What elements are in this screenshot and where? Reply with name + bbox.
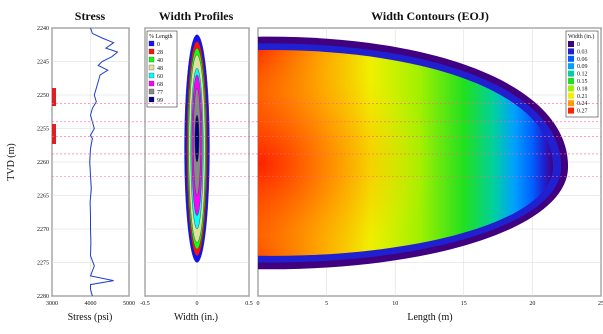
legend-label: 48 <box>157 66 163 72</box>
x-axis-ticks: 3000 4000 5000 -0.5 0 0.5 0 5 10 15 20 25 <box>46 301 603 307</box>
stress-title: Stress <box>75 9 106 23</box>
width-contours-legend-title: Width (in.) <box>568 33 594 40</box>
perforation-marker-2 <box>52 124 56 144</box>
legend-swatch <box>568 63 574 70</box>
legend-swatch <box>148 88 155 95</box>
legend-label: 0.03 <box>577 49 588 55</box>
tvd-tick-label: 2260 <box>37 160 49 166</box>
x-tick-label: 20 <box>529 301 535 307</box>
tvd-tick-label: 2250 <box>37 93 49 99</box>
zone-boundary-lines <box>52 103 601 178</box>
legend-label: 0.06 <box>577 57 588 63</box>
width-profiles-legend: % Length 0 28 40 48 60 68 77 99 <box>146 30 178 108</box>
tvd-tick-label: 2270 <box>37 227 49 233</box>
width-contours-title: Width Contours (EOJ) <box>371 9 489 23</box>
legend-label: 0.24 <box>577 101 588 107</box>
legend-swatch <box>568 48 574 55</box>
tvd-tick-label: 2245 <box>37 60 49 66</box>
length-xlabel: Length (m) <box>407 312 452 323</box>
legend-label: 0.27 <box>577 109 588 115</box>
x-tick-label: 5000 <box>123 301 135 307</box>
perforation-marker-1 <box>52 88 56 106</box>
fracture-core <box>258 50 553 256</box>
legend-label: 0.15 <box>577 79 588 85</box>
legend-label: 0.21 <box>577 94 588 100</box>
width-profile-99 <box>194 114 200 163</box>
legend-label: 0.18 <box>577 86 588 92</box>
legend-swatch <box>568 92 574 99</box>
tvd-tick-label: 2255 <box>37 127 49 133</box>
width-profiles-legend-title: % Length <box>149 34 173 40</box>
x-tick-label: 25 <box>598 301 603 307</box>
x-tick-label: 0.5 <box>245 301 253 307</box>
width-contours-legend: Width (in.) 00.03 0.060.09 0.120.150.18 0.2… <box>565 30 599 118</box>
x-tick-label: 4000 <box>85 301 97 307</box>
legend-label: 40 <box>157 58 163 64</box>
width-profile-ellipses <box>184 34 210 263</box>
legend-swatch <box>148 72 155 79</box>
legend-swatch <box>148 48 155 55</box>
x-tick-label: -0.5 <box>140 301 150 307</box>
legend-swatch <box>568 41 574 47</box>
legend-swatch <box>568 55 574 62</box>
legend-label: 60 <box>157 74 163 80</box>
legend-swatch <box>568 100 574 107</box>
x-tick-label: 0 <box>196 301 199 307</box>
width-xlabel: Width (in.) <box>174 312 218 323</box>
legend-swatch <box>148 40 155 47</box>
legend-swatch <box>148 64 155 71</box>
width-profiles-title: Width Profiles <box>159 9 234 23</box>
legend-label: 0 <box>157 42 160 48</box>
legend-swatch <box>148 96 155 103</box>
legend-label: 99 <box>157 98 163 104</box>
legend-swatch <box>148 56 155 63</box>
legend-label: 28 <box>157 50 163 56</box>
x-tick-label: 10 <box>392 301 398 307</box>
tvd-ticks: 2240 2245 2250 2255 2260 2265 2270 2275 2280 <box>37 26 49 300</box>
tvd-tick-label: 2265 <box>37 194 49 200</box>
legend-swatch <box>148 80 155 87</box>
x-tick-label: 15 <box>461 301 467 307</box>
legend-swatch <box>568 107 574 114</box>
legend-swatch <box>568 70 574 77</box>
tvd-tick-label: 2240 <box>37 26 49 32</box>
x-tick-label: 0 <box>257 301 260 307</box>
fracture-contour <box>258 36 569 270</box>
stress-profile-line <box>89 28 119 296</box>
legend-label: 68 <box>157 82 163 88</box>
tvd-axis-label: TVD (m) <box>6 143 17 181</box>
stress-xlabel: Stress (psi) <box>68 312 113 323</box>
legend-swatch <box>568 78 574 84</box>
tvd-tick-label: 2280 <box>37 294 49 300</box>
legend-label: 0.09 <box>577 64 588 70</box>
tvd-tick-label: 2275 <box>37 261 49 267</box>
legend-swatch <box>568 85 574 92</box>
x-tick-label: 3000 <box>46 301 58 307</box>
legend-label: 0 <box>577 42 580 48</box>
legend-label: 77 <box>157 90 163 96</box>
x-tick-label: 5 <box>325 301 328 307</box>
legend-label: 0.12 <box>577 72 588 78</box>
